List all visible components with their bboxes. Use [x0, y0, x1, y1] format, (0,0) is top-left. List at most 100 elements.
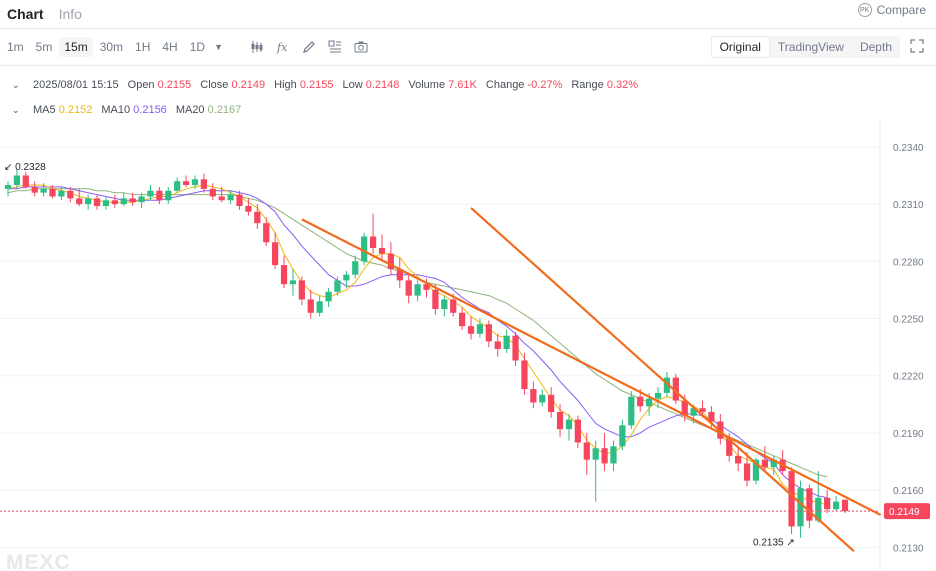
candle-body: [841, 499, 849, 512]
draw-pencil-icon[interactable]: [301, 39, 317, 55]
candle-body: [592, 448, 599, 460]
candle: [67, 186, 74, 203]
ma10-label: MA10: [101, 104, 131, 116]
timeframe-1m[interactable]: 1m: [7, 40, 24, 54]
candle-body: [245, 206, 252, 212]
high-number: 0.2155: [299, 79, 334, 91]
candle-body: [165, 190, 172, 201]
candle-body: [423, 284, 430, 290]
change-value: Change -0.27%: [486, 79, 562, 91]
tab-info[interactable]: Info: [58, 6, 82, 22]
candle-body: [316, 301, 323, 313]
candle-body: [93, 198, 101, 207]
candlestick-icon[interactable]: [249, 39, 265, 55]
timeframe-1d[interactable]: 1D: [189, 40, 206, 54]
view-original[interactable]: Original: [710, 36, 770, 58]
view-tradingview[interactable]: TradingView: [777, 40, 844, 54]
candle: [289, 268, 297, 296]
compare-button[interactable]: PK Compare: [857, 3, 926, 17]
candle-body: [485, 324, 492, 342]
low-value: Low 0.2148: [342, 79, 399, 91]
candle-body: [343, 274, 350, 281]
ma10-number: 0.2156: [133, 104, 167, 116]
view-switcher: Original TradingView Depth: [710, 36, 900, 58]
candle-body: [4, 185, 12, 189]
candle-body: [583, 442, 590, 460]
fullscreen-icon[interactable]: [910, 39, 924, 53]
candle: [76, 188, 83, 207]
candle-body: [565, 419, 573, 430]
camera-icon[interactable]: [353, 39, 369, 55]
candle: [832, 495, 840, 512]
indicator-fx-icon[interactable]: fx: [275, 39, 291, 55]
candle-body: [476, 324, 484, 334]
candle-body: [503, 335, 510, 350]
candle: [387, 242, 394, 275]
candle-body: [334, 280, 341, 292]
range-value: Range 0.32%: [571, 79, 638, 91]
candle-body: [690, 408, 697, 416]
candle-body: [174, 181, 181, 191]
timeframe-4h[interactable]: 4H: [162, 40, 178, 54]
candle-body: [156, 190, 163, 201]
candle-body: [663, 377, 671, 393]
candle: [93, 194, 101, 210]
candlestick-chart[interactable]: 0.2340 0.2310 0.2280 0.2250 0.2220 0.2190 0.21…: [0, 120, 936, 571]
candle-body: [467, 326, 475, 334]
candle: [156, 186, 163, 205]
timeframe-15m[interactable]: 15m: [59, 37, 93, 57]
candle: [352, 255, 359, 279]
candle: [503, 329, 510, 353]
candle-body: [191, 179, 199, 186]
candle: [254, 204, 261, 229]
top-divider: [0, 28, 936, 29]
candle-body: [58, 190, 65, 197]
candle-body: [770, 459, 777, 468]
candle: [369, 213, 377, 254]
y-tick-label: 0.2340: [893, 143, 924, 154]
collapse-ma-icon[interactable]: ⌄: [12, 104, 20, 115]
layout-grid-icon[interactable]: [327, 39, 343, 55]
timeframe-1h[interactable]: 1H: [135, 40, 151, 54]
candle: [58, 186, 65, 201]
candle-body: [556, 411, 564, 430]
candle-body: [102, 200, 110, 207]
timeframe-5m[interactable]: 5m: [35, 40, 53, 54]
ma5-label: MA5: [33, 104, 56, 116]
change-label: Change: [485, 79, 525, 91]
collapse-ohlc-icon[interactable]: ⌄: [12, 79, 20, 90]
view-depth[interactable]: Depth: [859, 40, 892, 54]
timeframe-more-icon[interactable]: ▼: [214, 42, 223, 52]
tab-chart[interactable]: Chart: [7, 6, 44, 22]
y-tick-label: 0.2190: [893, 429, 924, 440]
toolbar-divider: [0, 65, 936, 66]
last-price-label: 0.2149: [889, 507, 920, 518]
candle-body: [13, 175, 21, 186]
candle: [343, 270, 350, 289]
candle: [476, 318, 484, 338]
candle-body: [85, 198, 92, 205]
candle-body: [548, 394, 555, 412]
high-value: High 0.2155: [274, 79, 333, 91]
candle: [494, 333, 501, 357]
candle-body: [209, 188, 216, 197]
candle: [788, 467, 795, 535]
candle: [592, 440, 599, 502]
candle: [13, 169, 21, 189]
candle: [530, 381, 537, 409]
y-tick-label: 0.2310: [893, 200, 924, 211]
candle: [521, 352, 528, 395]
timeframe-30m[interactable]: 30m: [99, 40, 124, 54]
candle-body: [272, 242, 279, 266]
candle-body: [378, 247, 386, 254]
y-tick-label: 0.2220: [893, 372, 924, 383]
close-value: Close 0.2149: [200, 79, 265, 91]
ma20-value: MA20 0.2167: [176, 104, 241, 116]
candle-body: [726, 438, 733, 456]
candle: [191, 175, 199, 189]
candle: [120, 192, 127, 207]
candle: [298, 276, 305, 306]
candle: [405, 274, 412, 304]
candle: [378, 234, 386, 262]
candle: [102, 196, 110, 210]
